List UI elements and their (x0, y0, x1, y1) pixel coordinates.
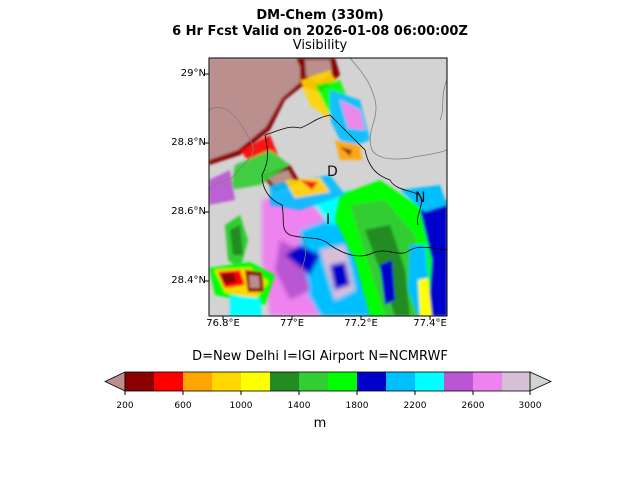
marker-ncmrwf: N (415, 190, 426, 206)
colorbar-tick-label: 1000 (229, 401, 253, 411)
colorbar-tick-label: 3000 (518, 401, 542, 411)
y-tick-label: 28.8°N (171, 137, 206, 148)
y-tick-label: 29°N (180, 68, 206, 79)
colorbar-tick-label: 2600 (461, 401, 485, 411)
map-field (209, 58, 447, 316)
marker-new-delhi: D (327, 164, 338, 180)
colorbar-tick-label: 1800 (345, 401, 369, 411)
x-tick-label: 77.2°E (344, 318, 378, 329)
colorbar-under-extension (104, 371, 126, 392)
x-tick-label: 77°E (279, 318, 305, 329)
colorbar-unit-label: m (313, 416, 327, 431)
colorbar-tick-label: 600 (174, 401, 192, 411)
chart-title-line2: 6 Hr Fcst Valid on 2026-01-08 06:00:00Z (172, 24, 468, 39)
chart-title-line1: DM-Chem (330m) (256, 8, 384, 23)
colorbar-tick-label: 2200 (403, 401, 427, 411)
map-frame (208, 57, 448, 317)
x-tick-label: 77.4°E (413, 318, 447, 329)
y-tick-label: 28.4°N (171, 275, 206, 286)
chart-subtitle: Visibility (292, 38, 348, 53)
x-tick-label: 76.8°E (206, 318, 240, 329)
colorbar-tick-label: 1400 (287, 401, 311, 411)
marker-igi-airport: I (326, 212, 331, 228)
marker-legend: D=New Delhi I=IGI Airport N=NCMRWF (192, 349, 448, 364)
y-tick-label: 28.6°N (171, 206, 206, 217)
colorbar-over-extension (529, 371, 552, 392)
colorbar (104, 371, 552, 395)
colorbar-tick-label: 200 (116, 401, 134, 411)
